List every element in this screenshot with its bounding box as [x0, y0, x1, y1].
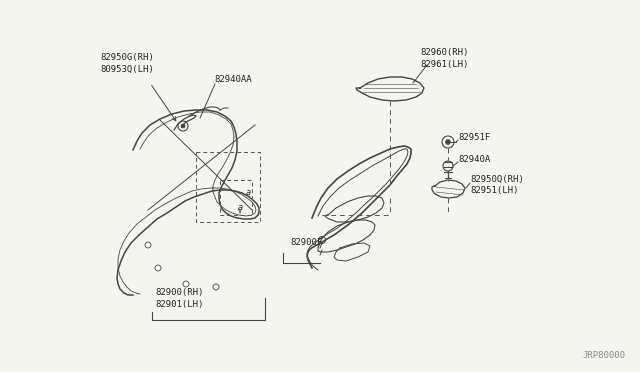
Text: 82951F: 82951F [458, 133, 490, 142]
Text: a: a [245, 188, 251, 197]
Circle shape [445, 140, 451, 144]
Text: 82960(RH): 82960(RH) [420, 48, 468, 57]
Text: 82961(LH): 82961(LH) [420, 60, 468, 69]
Text: 82901(LH): 82901(LH) [155, 300, 204, 309]
Text: 82951(LH): 82951(LH) [470, 186, 518, 195]
Text: 82950G(RH): 82950G(RH) [100, 53, 154, 62]
Text: 82940A: 82940A [458, 155, 490, 164]
Text: 80953Q(LH): 80953Q(LH) [100, 65, 154, 74]
Circle shape [181, 124, 185, 128]
Text: a: a [237, 203, 243, 212]
Text: 82940AA: 82940AA [214, 75, 252, 84]
Text: 82900(RH): 82900(RH) [155, 288, 204, 297]
Text: 82900F: 82900F [290, 238, 323, 247]
Text: 82950Q(RH): 82950Q(RH) [470, 175, 524, 184]
Text: JRP80000: JRP80000 [582, 351, 625, 360]
